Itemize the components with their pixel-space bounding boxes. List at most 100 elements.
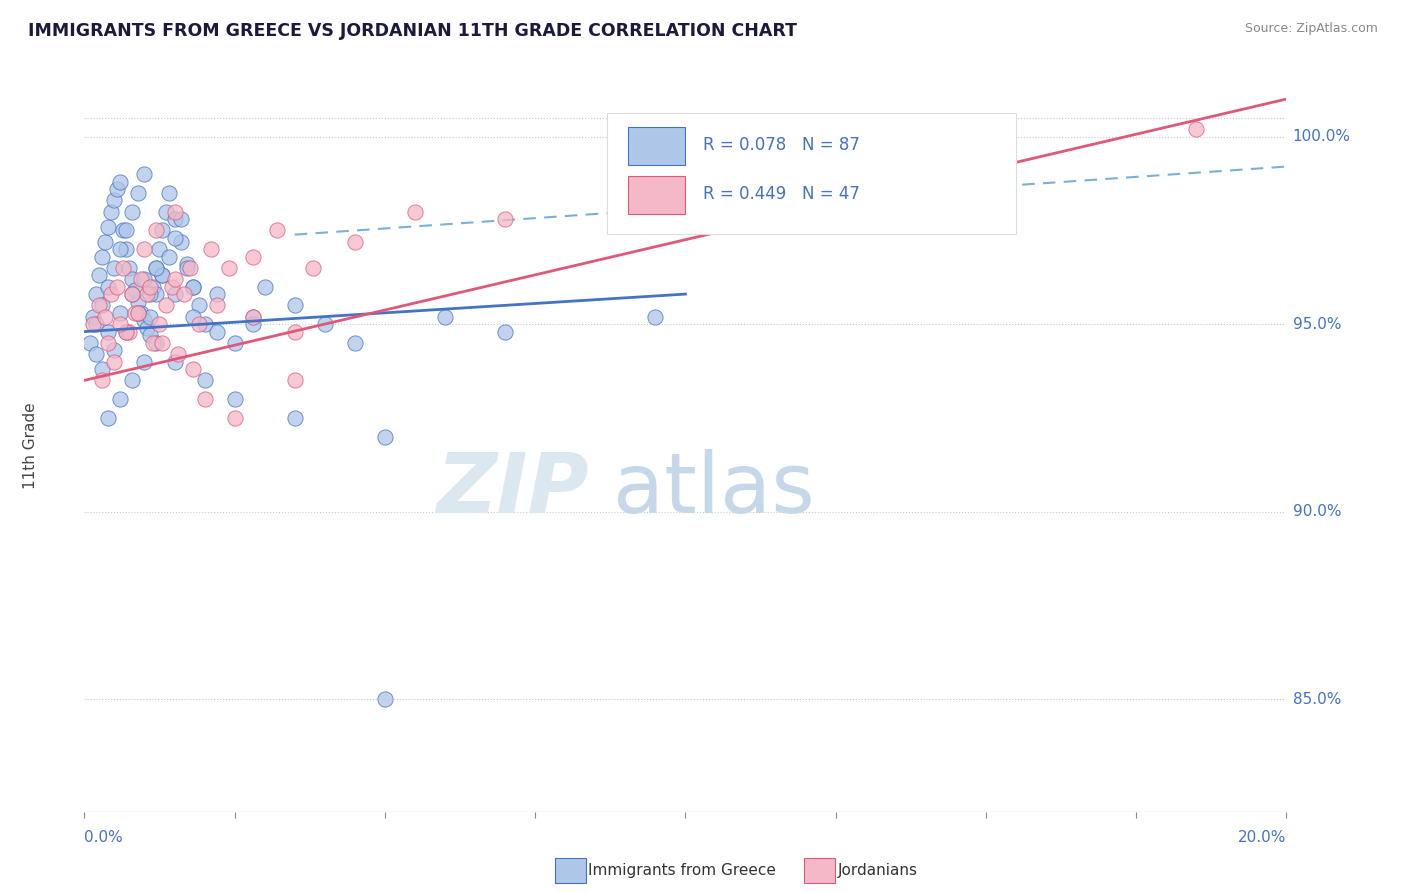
Point [134, 242, 156, 256]
Text: R = 0.078   N = 87: R = 0.078 N = 87 [703, 136, 860, 153]
Point [97, 335, 120, 350]
Point [103, 354, 125, 368]
Point [97, 219, 120, 234]
Point [91, 250, 114, 264]
Point [242, 250, 264, 264]
Point [97, 279, 120, 293]
Point [145, 260, 167, 275]
Point [131, 306, 153, 320]
Bar [627, 176, 686, 214]
Point [152, 223, 174, 237]
Point [194, 373, 217, 387]
Point [145, 287, 167, 301]
Point [284, 373, 307, 387]
Text: IMMIGRANTS FROM GREECE VS JORDANIAN 11TH GRADE CORRELATION CHART: IMMIGRANTS FROM GREECE VS JORDANIAN 11TH… [28, 22, 797, 40]
Point [145, 335, 167, 350]
Text: Jordanians: Jordanians [838, 863, 918, 878]
Point [118, 260, 141, 275]
Point [100, 287, 122, 301]
Point [224, 410, 246, 425]
Point [374, 429, 396, 443]
Point [124, 283, 146, 297]
Point [112, 260, 135, 275]
Text: 95.0%: 95.0% [1292, 317, 1341, 332]
Point [343, 235, 366, 249]
Point [176, 260, 198, 275]
Text: 100.0%: 100.0% [1292, 129, 1351, 144]
Point [94, 310, 117, 324]
Point [82, 310, 104, 324]
Point [134, 313, 156, 327]
Point [86, 287, 108, 301]
Point [187, 298, 209, 312]
Point [284, 410, 307, 425]
Point [148, 317, 170, 331]
Point [121, 287, 143, 301]
Point [97, 325, 120, 339]
Text: 90.0%: 90.0% [1292, 504, 1341, 519]
Point [242, 310, 264, 324]
Point [242, 317, 264, 331]
Point [131, 272, 153, 286]
Point [139, 287, 162, 301]
Point [82, 317, 104, 331]
Point [127, 294, 149, 309]
Point [121, 204, 143, 219]
Point [205, 287, 228, 301]
Point [194, 392, 217, 406]
Point [124, 306, 146, 320]
Point [242, 310, 264, 324]
Point [110, 242, 132, 256]
Point [145, 223, 167, 237]
Point [86, 317, 108, 331]
Point [121, 287, 143, 301]
Point [266, 223, 288, 237]
Point [155, 298, 177, 312]
Text: atlas: atlas [613, 450, 815, 531]
Point [163, 204, 186, 219]
Point [115, 325, 138, 339]
Point [163, 354, 186, 368]
Point [494, 212, 516, 227]
Point [181, 279, 204, 293]
Point [103, 194, 125, 208]
Point [134, 354, 156, 368]
Point [107, 182, 129, 196]
Point [200, 242, 222, 256]
Text: ZIP: ZIP [437, 450, 589, 531]
Text: 11th Grade: 11th Grade [22, 402, 38, 490]
Point [136, 321, 159, 335]
Point [160, 279, 183, 293]
Point [103, 343, 125, 358]
Point [115, 325, 138, 339]
Point [107, 279, 129, 293]
Point [644, 310, 666, 324]
Point [1185, 122, 1208, 136]
Point [115, 223, 138, 237]
Point [155, 204, 177, 219]
Text: Source: ZipAtlas.com: Source: ZipAtlas.com [1244, 22, 1378, 36]
Point [148, 242, 170, 256]
Point [176, 257, 198, 271]
Point [127, 306, 149, 320]
Point [181, 279, 204, 293]
Point [163, 231, 186, 245]
Point [110, 175, 132, 189]
Point [118, 325, 141, 339]
Point [142, 279, 165, 293]
Point [181, 362, 204, 376]
Point [205, 298, 228, 312]
Text: 20.0%: 20.0% [1239, 830, 1286, 846]
Point [97, 410, 120, 425]
Point [169, 212, 191, 227]
Point [136, 287, 159, 301]
Point [157, 250, 180, 264]
Point [121, 373, 143, 387]
Point [434, 310, 457, 324]
Point [314, 317, 336, 331]
Point [224, 392, 246, 406]
Point [89, 298, 111, 312]
Point [100, 204, 122, 219]
Point [91, 298, 114, 312]
Point [163, 212, 186, 227]
